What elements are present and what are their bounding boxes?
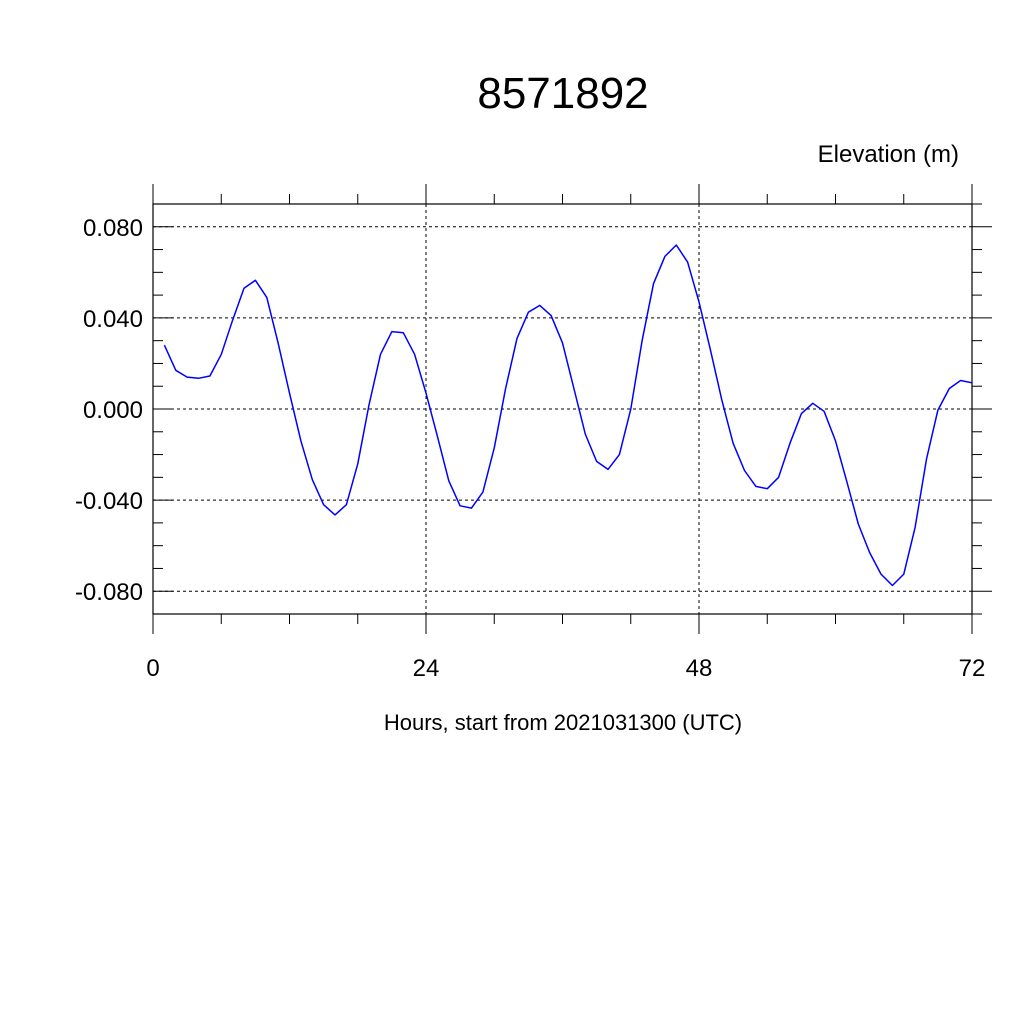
tick-labels: 0.080 0.040 0.000 -0.040 -0.080 0 24 48 72 <box>75 215 985 682</box>
series-line <box>163 244 973 587</box>
series-layer <box>163 244 973 587</box>
y-axis-label: Elevation (m) <box>818 141 959 168</box>
axis-ticks <box>152 184 992 634</box>
x-tick-label: 0 <box>146 655 159 682</box>
y-tick-label: 0.040 <box>83 306 143 333</box>
y-tick-label: 0.000 <box>83 397 143 424</box>
x-axis-label: Hours, start from 2021031300 (UTC) <box>384 710 742 735</box>
x-tick-label: 48 <box>686 655 713 682</box>
y-tick-label: -0.040 <box>75 488 143 515</box>
y-tick-label: -0.080 <box>75 579 143 606</box>
plot-frame <box>152 203 973 615</box>
grid-lines <box>153 204 972 614</box>
chart-title: 8571892 <box>477 69 648 118</box>
x-tick-label: 72 <box>959 655 986 682</box>
x-tick-label: 24 <box>413 655 440 682</box>
y-tick-label: 0.080 <box>83 215 143 242</box>
